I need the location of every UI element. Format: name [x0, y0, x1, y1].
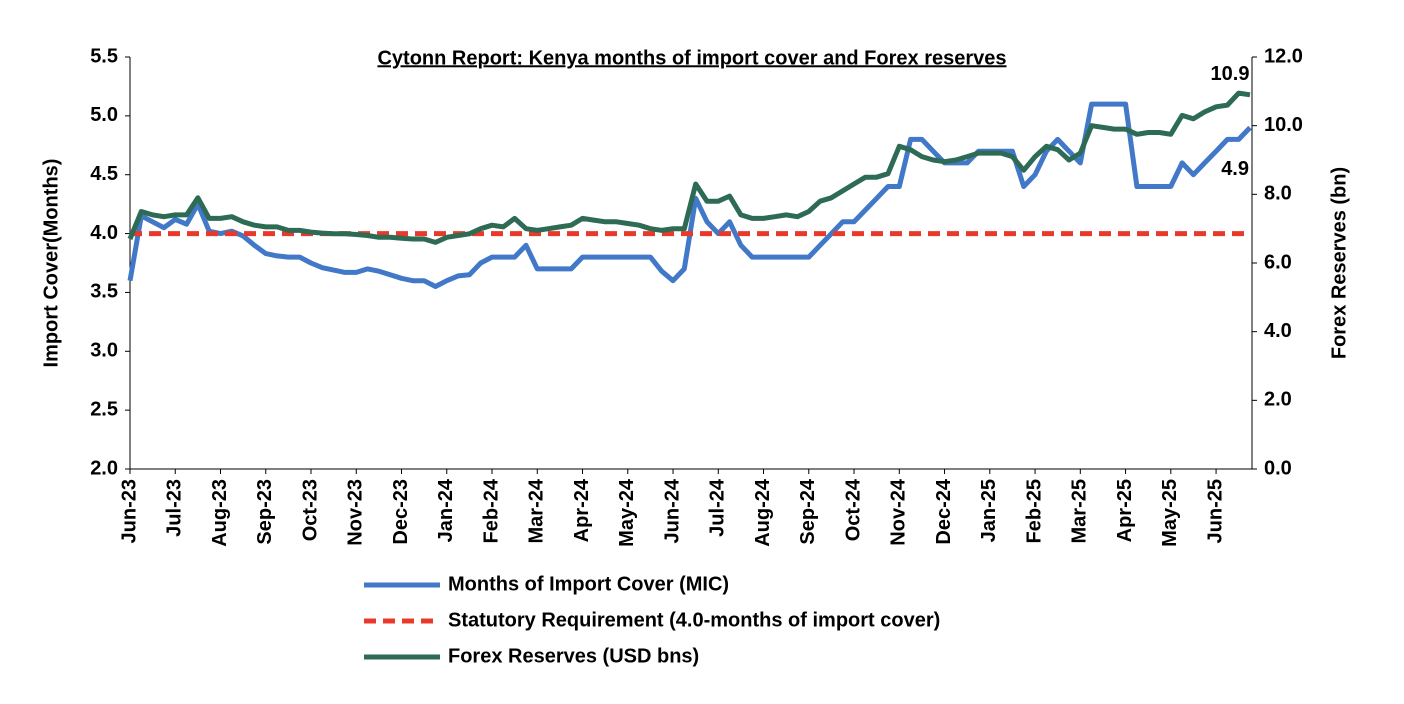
y-tick-label: 4.0 [90, 222, 118, 244]
x-tick-label: Sep-24 [797, 478, 819, 544]
x-tick-label: Dec-24 [933, 478, 955, 544]
x-tick-label: Jul-24 [707, 478, 729, 537]
legend-label: Statutory Requirement (4.0-months of imp… [448, 609, 940, 631]
series-line [127, 101, 1252, 289]
x-tick-label: Jul-23 [164, 479, 186, 537]
y-tick-label: 3.0 [90, 340, 118, 362]
x-tick-label: Apr-25 [1114, 479, 1136, 542]
chart-title: Cytonn Report: Kenya months of import co… [377, 47, 1006, 69]
y-axis-title: Import Cover(Months) [40, 159, 62, 368]
y2-tick-label: 6.0 [1264, 251, 1292, 273]
x-tick-label: May-25 [1159, 479, 1181, 547]
legend-label: Months of Import Cover (MIC) [448, 573, 729, 595]
y-tick-label: 5.5 [90, 45, 118, 67]
x-tick-label: Feb-24 [480, 478, 502, 543]
x-tick-label: Oct-24 [842, 478, 864, 541]
legend-label: Forex Reserves (USD bns) [448, 645, 699, 667]
x-tick-label: Nov-24 [888, 478, 910, 546]
x-tick-label: Jun-25 [1204, 479, 1226, 543]
y2-tick-label: 2.0 [1264, 389, 1292, 411]
x-tick-label: Nov-23 [345, 479, 367, 546]
x-tick-label: Oct-23 [299, 479, 321, 541]
x-tick-label: Feb-25 [1023, 479, 1045, 543]
y2-tick-label: 10.0 [1264, 114, 1303, 136]
x-tick-label: Mar-24 [526, 478, 548, 543]
data-label: 4.9 [1221, 158, 1249, 180]
y2-tick-label: 4.0 [1264, 320, 1292, 342]
y-tick-label: 3.5 [90, 281, 118, 303]
x-tick-label: Aug-24 [752, 478, 774, 547]
y2-axis-title: Forex Reserves (bn) [1328, 167, 1350, 359]
y2-tick-label: 0.0 [1264, 457, 1292, 479]
y2-tick-label: 8.0 [1264, 183, 1292, 205]
x-tick-label: Sep-23 [254, 479, 276, 545]
x-tick-label: Dec-23 [390, 479, 412, 545]
series-line [127, 90, 1251, 245]
x-tick-label: Jan-24 [435, 478, 457, 542]
y2-tick-label: 12.0 [1264, 45, 1303, 67]
x-tick-label: Apr-24 [571, 478, 593, 542]
data-label: 10.9 [1211, 63, 1250, 85]
x-tick-label: Mar-25 [1069, 479, 1091, 543]
x-tick-label: May-24 [616, 478, 638, 547]
x-tick-label: Jun-24 [661, 478, 683, 543]
y-tick-label: 5.0 [90, 104, 118, 126]
y-tick-label: 4.5 [90, 163, 118, 185]
x-tick-label: Aug-23 [209, 479, 231, 547]
y-tick-label: 2.0 [90, 457, 118, 479]
x-tick-label: Jun-23 [118, 479, 140, 543]
x-tick-label: Jan-25 [978, 479, 1000, 542]
y-tick-label: 2.5 [90, 398, 118, 420]
